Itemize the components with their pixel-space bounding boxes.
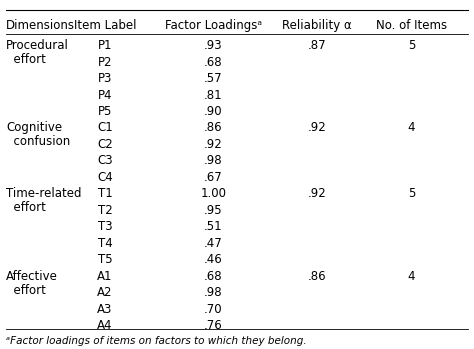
Text: .92: .92 xyxy=(204,138,223,151)
Text: .86: .86 xyxy=(204,121,223,134)
Text: .47: .47 xyxy=(204,237,223,250)
Text: T3: T3 xyxy=(98,220,112,233)
Text: C3: C3 xyxy=(97,154,113,168)
Text: 5: 5 xyxy=(408,187,415,200)
Text: ᵃFactor loadings of items on factors to which they belong.: ᵃFactor loadings of items on factors to … xyxy=(6,336,307,346)
Text: Time-related: Time-related xyxy=(6,187,82,200)
Text: effort: effort xyxy=(6,284,46,297)
Text: Affective: Affective xyxy=(6,270,58,283)
Text: .81: .81 xyxy=(204,89,223,102)
Text: Procedural: Procedural xyxy=(6,39,69,52)
Text: .98: .98 xyxy=(204,286,223,299)
Text: Cognitive: Cognitive xyxy=(6,121,62,134)
Text: Item Label: Item Label xyxy=(74,18,137,31)
Text: C4: C4 xyxy=(97,171,113,184)
Text: T4: T4 xyxy=(98,237,112,250)
Text: 1.00: 1.00 xyxy=(201,187,227,200)
Text: .51: .51 xyxy=(204,220,223,233)
Text: Dimensions: Dimensions xyxy=(6,18,75,31)
Text: A4: A4 xyxy=(97,319,113,332)
Text: P1: P1 xyxy=(98,39,112,52)
Text: .92: .92 xyxy=(308,187,327,200)
Text: A1: A1 xyxy=(97,270,113,283)
Text: .67: .67 xyxy=(204,171,223,184)
Text: .92: .92 xyxy=(308,121,327,134)
Text: confusion: confusion xyxy=(6,135,70,148)
Text: No. of Items: No. of Items xyxy=(376,18,447,31)
Text: .57: .57 xyxy=(204,72,223,85)
Text: P4: P4 xyxy=(98,89,112,102)
Text: .86: .86 xyxy=(308,270,327,283)
Text: 5: 5 xyxy=(408,39,415,52)
Text: T5: T5 xyxy=(98,253,112,266)
Text: .76: .76 xyxy=(204,319,223,332)
Text: .70: .70 xyxy=(204,303,223,315)
Text: C2: C2 xyxy=(97,138,113,151)
Text: .68: .68 xyxy=(204,55,223,69)
Text: T1: T1 xyxy=(98,187,112,200)
Text: C1: C1 xyxy=(97,121,113,134)
Text: 4: 4 xyxy=(408,270,415,283)
Text: .87: .87 xyxy=(308,39,327,52)
Text: .95: .95 xyxy=(204,204,223,217)
Text: .90: .90 xyxy=(204,105,223,118)
Text: .46: .46 xyxy=(204,253,223,266)
Text: .98: .98 xyxy=(204,154,223,168)
Text: Reliability α: Reliability α xyxy=(282,18,352,31)
Text: P5: P5 xyxy=(98,105,112,118)
Text: A3: A3 xyxy=(97,303,113,315)
Text: P2: P2 xyxy=(98,55,112,69)
Text: .68: .68 xyxy=(204,270,223,283)
Text: P3: P3 xyxy=(98,72,112,85)
Text: A2: A2 xyxy=(97,286,113,299)
Text: effort: effort xyxy=(6,53,46,66)
Text: 4: 4 xyxy=(408,121,415,134)
Text: T2: T2 xyxy=(98,204,112,217)
Text: Factor Loadingsᵃ: Factor Loadingsᵃ xyxy=(165,18,262,31)
Text: .93: .93 xyxy=(204,39,223,52)
Text: effort: effort xyxy=(6,201,46,214)
